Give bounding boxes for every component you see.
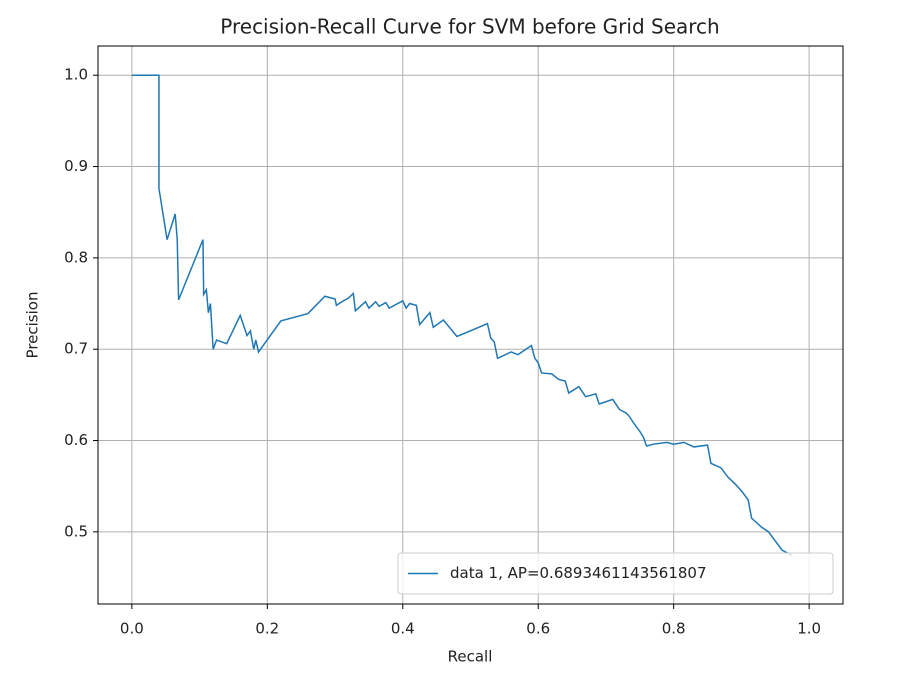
x-axis-label: Recall — [448, 648, 493, 666]
y-axis-label: Precision — [24, 292, 42, 359]
legend-label: data 1, AP=0.6893461143561807 — [450, 564, 707, 582]
pr-curve — [131, 74, 793, 557]
y-tick-label: 1.0 — [64, 66, 88, 84]
y-tick-label: 0.5 — [64, 522, 88, 540]
axes-frame — [97, 45, 844, 605]
legend-box — [397, 552, 834, 595]
y-tick-label: 0.9 — [64, 157, 88, 175]
x-tick-label: 1.0 — [797, 620, 821, 638]
chart-title: Precision-Recall Curve for SVM before Gr… — [220, 15, 719, 39]
y-tick-label: 0.6 — [64, 431, 88, 449]
y-tick-label: 0.7 — [64, 340, 88, 358]
x-tick-label: 0.4 — [391, 620, 415, 638]
x-tick-label: 0.6 — [526, 620, 550, 638]
y-tick-label: 0.8 — [64, 248, 88, 266]
x-tick-label: 0.0 — [120, 620, 144, 638]
x-tick-label: 0.8 — [662, 620, 686, 638]
x-tick-label: 0.2 — [255, 620, 279, 638]
